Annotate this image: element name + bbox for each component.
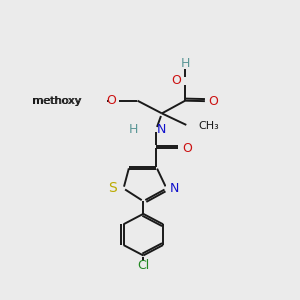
Text: O: O [171,74,181,87]
FancyBboxPatch shape [93,97,103,105]
Text: methoxy: methoxy [33,96,82,106]
Text: O: O [208,94,218,108]
Text: H: H [181,57,190,70]
FancyBboxPatch shape [138,261,148,269]
FancyBboxPatch shape [166,184,176,193]
Text: H: H [129,123,138,136]
Text: Cl: Cl [137,259,149,272]
FancyBboxPatch shape [180,60,190,68]
Text: O: O [182,142,192,154]
Text: N: N [169,182,179,195]
Text: CH₃: CH₃ [198,121,219,130]
FancyBboxPatch shape [111,184,122,193]
Text: N: N [157,123,167,136]
Text: S: S [108,182,117,196]
FancyBboxPatch shape [145,125,155,134]
FancyBboxPatch shape [179,144,189,152]
Text: methoxy: methoxy [32,96,80,106]
FancyBboxPatch shape [109,97,119,105]
FancyBboxPatch shape [207,97,217,105]
FancyBboxPatch shape [176,77,187,85]
Text: O: O [106,94,116,107]
